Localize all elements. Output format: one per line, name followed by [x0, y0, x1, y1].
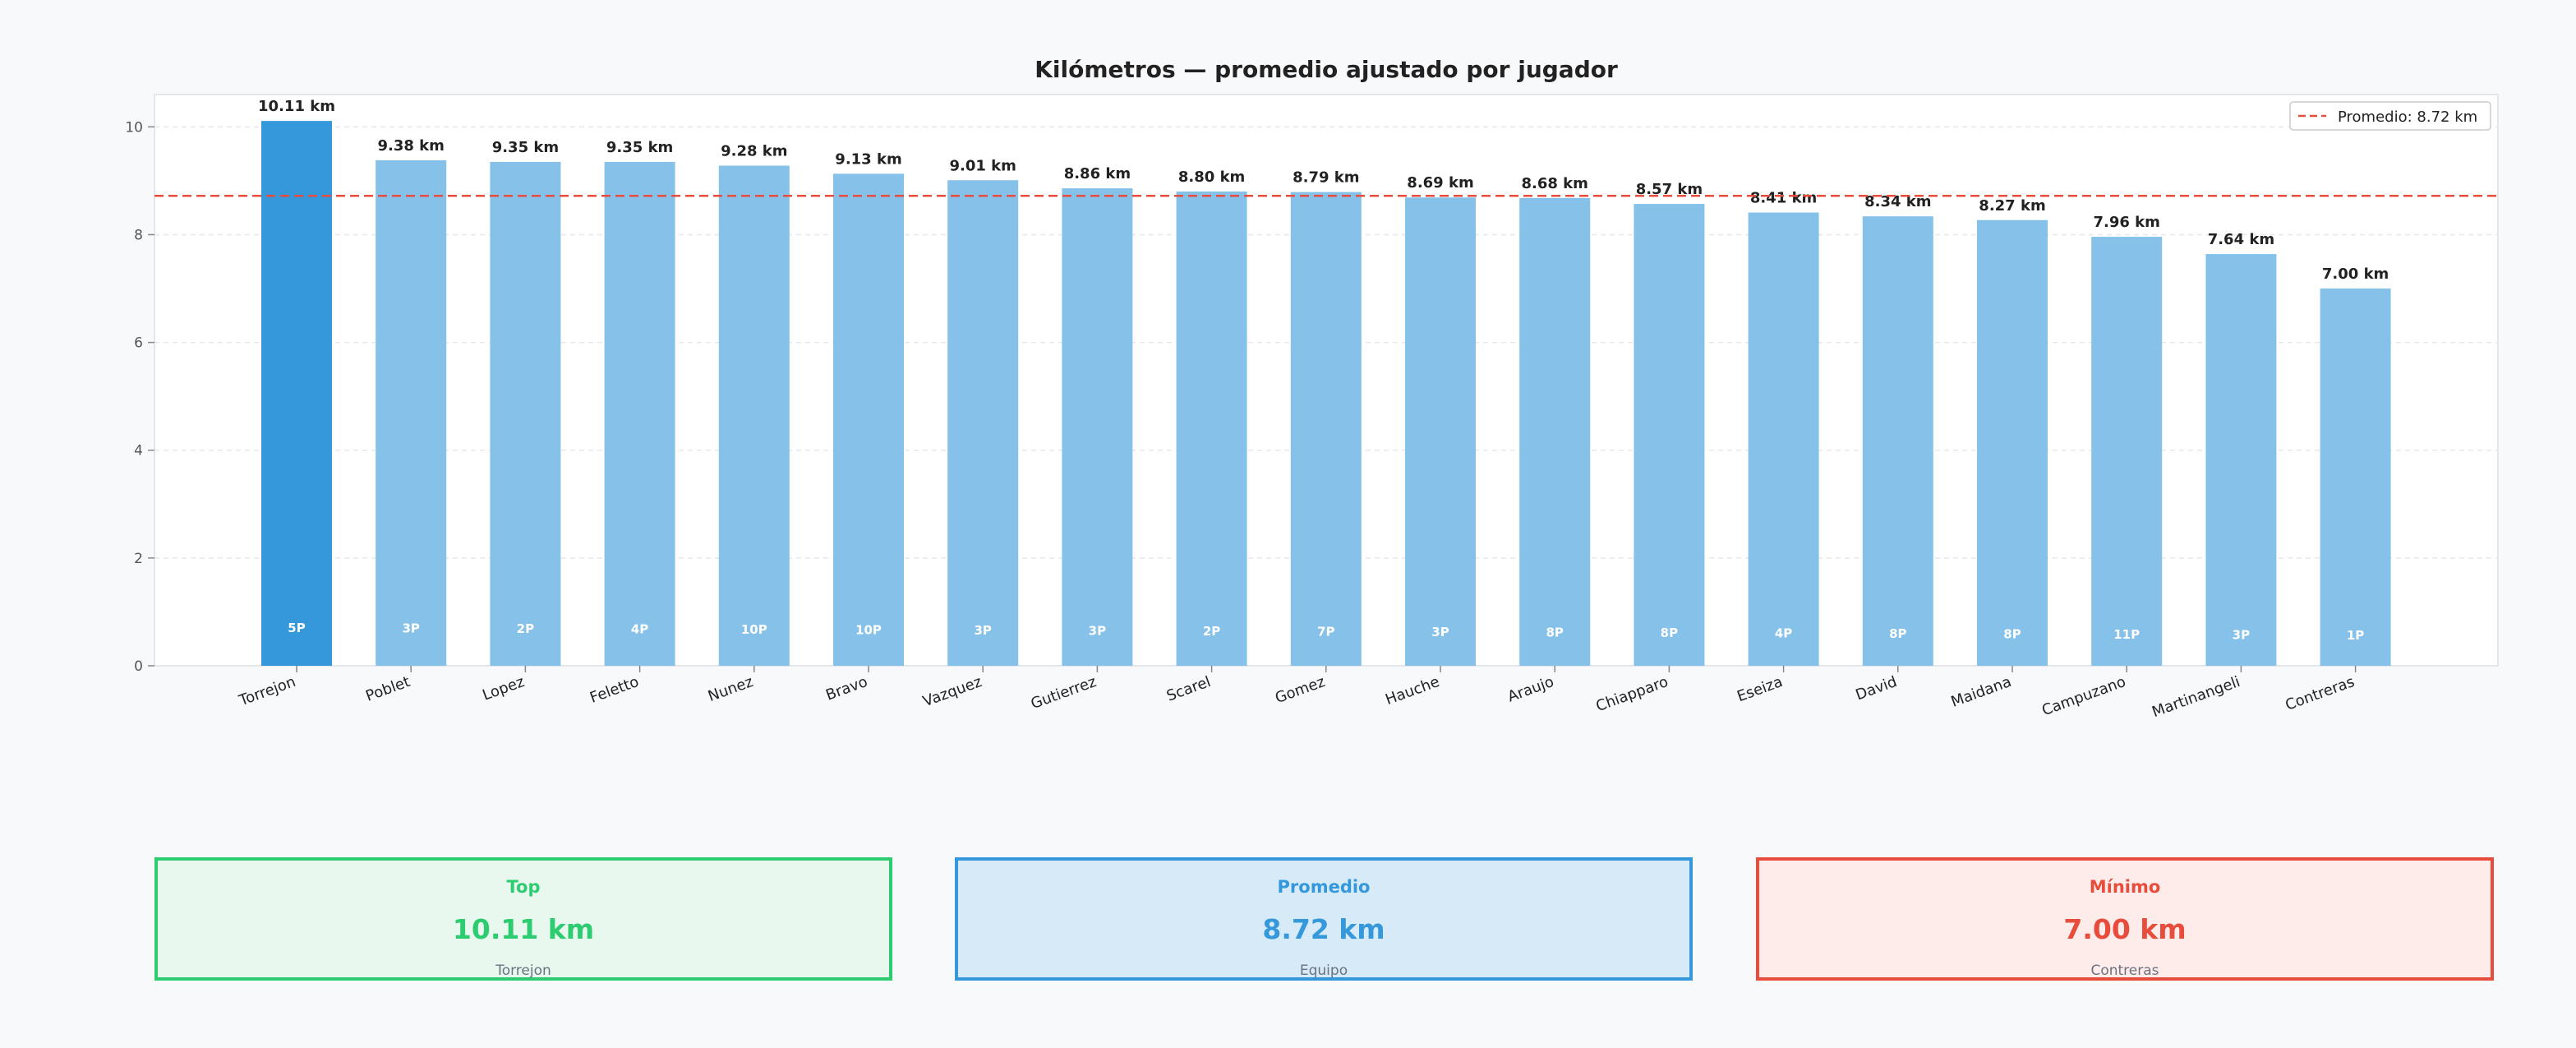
- legend: Promedio: 8.72 km: [2289, 101, 2491, 131]
- bar: [1062, 188, 1133, 666]
- bar: [718, 165, 790, 666]
- bar-matches-label: 8P: [1661, 626, 1678, 640]
- x-tick-label: Campuzano: [2039, 673, 2128, 719]
- bar-value-label: 7.96 km: [2093, 214, 2159, 231]
- bar-matches-label: 10P: [855, 623, 882, 638]
- x-tick-label: Feletto: [588, 673, 641, 707]
- x-tick-label: Chiapparo: [1594, 673, 1671, 715]
- x-tick-label: Poblet: [363, 673, 412, 705]
- chart-title: Kilómetros — promedio ajustado por jugad…: [1035, 56, 1618, 83]
- top-card-value: 10.11 km: [452, 913, 595, 945]
- legend-box: [2289, 101, 2491, 131]
- bar-matches-label: 3P: [974, 623, 991, 638]
- x-tick-label: Nunez: [706, 673, 756, 705]
- bar-matches-label: 2P: [517, 621, 534, 636]
- x-tick-label: Maidana: [1949, 673, 2014, 711]
- bar: [604, 161, 675, 667]
- top-card-label: Top: [506, 877, 541, 897]
- bar-value-label: 8.80 km: [1178, 169, 1245, 186]
- bar: [1977, 219, 2048, 666]
- bar: [490, 161, 561, 667]
- bar-matches-label: 3P: [402, 621, 419, 636]
- average-card-value: 8.72 km: [1262, 913, 1385, 945]
- bar: [1290, 192, 1362, 666]
- bar: [261, 121, 332, 666]
- bar-value-label: 8.27 km: [1979, 197, 2045, 215]
- bar: [1862, 216, 1933, 666]
- x-tick-label: Scarel: [1164, 673, 1213, 705]
- y-tick-label: 8: [134, 227, 143, 243]
- bar-matches-label: 8P: [2003, 627, 2021, 642]
- minimum-card: Mínimo 7.00 km Contreras: [1756, 857, 2494, 981]
- bar: [2091, 237, 2163, 666]
- bar: [1519, 197, 1591, 667]
- bar-matches-label: 5P: [288, 621, 305, 635]
- y-tick-label: 10: [125, 119, 143, 136]
- average-card-label: Promedio: [1277, 877, 1371, 897]
- bar-value-label: 8.34 km: [1864, 193, 1931, 210]
- x-tick-label: Martinangeli: [2150, 673, 2242, 721]
- x-tick-label: Eseiza: [1735, 673, 1785, 705]
- bar: [1176, 192, 1247, 667]
- top-card-player: Torrejon: [495, 963, 551, 979]
- bar-value-label: 9.13 km: [835, 150, 901, 168]
- x-tick-label: Gutierrez: [1029, 673, 1099, 713]
- x-tick-label: Gomez: [1273, 673, 1327, 707]
- bar-value-label: 8.41 km: [1750, 190, 1817, 207]
- bar: [2320, 289, 2391, 666]
- bar-matches-label: 2P: [1203, 624, 1220, 639]
- bar-value-label: 10.11 km: [258, 98, 335, 115]
- bar-matches-label: 11P: [2113, 627, 2140, 642]
- x-tick-label: Vazquez: [920, 673, 984, 710]
- bar: [2205, 254, 2277, 666]
- bar-value-label: 8.79 km: [1293, 169, 1359, 187]
- bar: [1748, 212, 1819, 667]
- bar-value-label: 7.64 km: [2208, 231, 2274, 248]
- minimum-card-label: Mínimo: [2089, 877, 2161, 897]
- bar-value-label: 8.57 km: [1636, 181, 1703, 198]
- bar-value-label: 9.38 km: [377, 137, 444, 155]
- bar-value-label: 8.69 km: [1407, 174, 1473, 192]
- bar-matches-label: 7P: [1317, 625, 1334, 639]
- bar: [833, 173, 904, 666]
- bar-value-label: 9.01 km: [949, 157, 1016, 174]
- average-card: Promedio 8.72 km Equipo: [955, 857, 1693, 981]
- bar-matches-label: 8P: [1546, 626, 1563, 640]
- bar: [1634, 204, 1705, 666]
- bar: [376, 159, 447, 666]
- x-tick-label: Hauche: [1383, 673, 1441, 709]
- x-tick-label: David: [1853, 673, 1899, 704]
- bar: [947, 180, 1019, 666]
- bar-matches-label: 1P: [2347, 628, 2364, 643]
- y-tick-label: 2: [134, 551, 143, 567]
- minimum-card-player: Contreras: [2090, 963, 2159, 979]
- legend-label: Promedio: 8.72 km: [2338, 108, 2477, 126]
- y-tick-label: 6: [134, 335, 143, 352]
- x-tick-label: Contreras: [2283, 673, 2357, 714]
- bar-matches-label: 4P: [1775, 626, 1792, 641]
- x-tick-label: Araujo: [1505, 673, 1556, 706]
- x-tick-label: Torrejon: [236, 673, 297, 710]
- x-tick-label: Bravo: [823, 673, 869, 704]
- average-card-subtitle: Equipo: [1299, 963, 1348, 979]
- bar-matches-label: 3P: [1431, 625, 1449, 639]
- bar-value-label: 9.28 km: [721, 143, 787, 160]
- bar-matches-label: 3P: [2233, 628, 2250, 643]
- y-tick-label: 0: [134, 658, 143, 675]
- top-card: Top 10.11 km Torrejon: [154, 857, 892, 981]
- bar-value-label: 9.35 km: [492, 139, 559, 156]
- bar-matches-label: 3P: [1089, 624, 1106, 639]
- bar-value-label: 9.35 km: [606, 139, 673, 156]
- minimum-card-value: 7.00 km: [2063, 913, 2187, 945]
- bar: [1405, 197, 1476, 666]
- bar-value-label: 7.00 km: [2322, 265, 2389, 283]
- bar-matches-label: 8P: [1889, 626, 1906, 641]
- bar-matches-label: 4P: [631, 622, 648, 637]
- bar-value-label: 8.86 km: [1064, 165, 1131, 182]
- x-tick-label: Lopez: [480, 673, 527, 704]
- y-tick-label: 4: [134, 443, 143, 459]
- bar-value-label: 8.68 km: [1521, 175, 1588, 192]
- bar-matches-label: 10P: [741, 622, 767, 637]
